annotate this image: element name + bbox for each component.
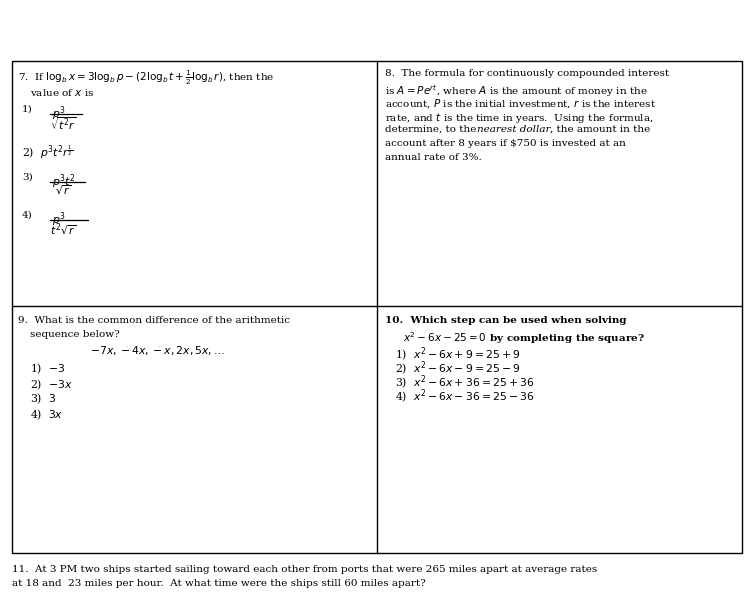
Text: $t^2\sqrt{r}$: $t^2\sqrt{r}$ [50, 222, 76, 238]
Text: 9.  What is the common difference of the arithmetic: 9. What is the common difference of the … [18, 316, 290, 325]
Bar [12, 61, 742, 553]
Text: $p^3$: $p^3$ [52, 104, 66, 123]
Text: rate, and $t$ is the time in years.  Using the formula,: rate, and $t$ is the time in years. Usin… [385, 111, 654, 125]
Text: 11.  At 3 PM two ships started sailing toward each other from ports that were 26: 11. At 3 PM two ships started sailing to… [12, 565, 597, 574]
Text: 2)  $p^3t^2r^{\frac{1}{2}}$: 2) $p^3t^2r^{\frac{1}{2}}$ [22, 143, 73, 161]
Text: 1)  $-3$: 1) $-3$ [30, 362, 65, 376]
Text: 3)  $x^2 - 6x + 36 = 25 + 36$: 3) $x^2 - 6x + 36 = 25 + 36$ [395, 374, 535, 392]
Text: $x^2 - 6x - 25 = 0$ by completing the square?: $x^2 - 6x - 25 = 0$ by completing the sq… [403, 330, 645, 346]
Text: 2)  $-3x$: 2) $-3x$ [30, 377, 72, 392]
Text: 10.  Which step can be used when solving: 10. Which step can be used when solving [385, 316, 627, 325]
Text: sequence below?: sequence below? [30, 330, 120, 339]
Text: $\sqrt{t^2r}$: $\sqrt{t^2r}$ [50, 116, 76, 133]
Text: annual rate of 3%.: annual rate of 3%. [385, 153, 482, 162]
Text: 4): 4) [22, 211, 32, 220]
Text: 3): 3) [22, 173, 32, 182]
Text: determine, to the: determine, to the [385, 125, 480, 134]
Text: 4)  $3x$: 4) $3x$ [30, 407, 63, 422]
Text: account after 8 years if $750 is invested at an: account after 8 years if $750 is investe… [385, 139, 626, 148]
Text: 3)  $3$: 3) $3$ [30, 392, 56, 406]
Text: is $A = Pe^{rt}$, where $A$ is the amount of money in the: is $A = Pe^{rt}$, where $A$ is the amoun… [385, 83, 648, 99]
Text: 1): 1) [22, 105, 32, 114]
Text: 4)  $x^2 - 6x - 36 = 25 - 36$: 4) $x^2 - 6x - 36 = 25 - 36$ [395, 388, 535, 406]
Text: $p^3$: $p^3$ [52, 210, 66, 229]
Text: $-7x, -4x, -x, 2x, 5x, \ldots$: $-7x, -4x, -x, 2x, 5x, \ldots$ [90, 344, 225, 357]
Text: nearest dollar: nearest dollar [477, 125, 550, 134]
Text: 2)  $x^2 - 6x - 9 = 25 - 9$: 2) $x^2 - 6x - 9 = 25 - 9$ [395, 360, 521, 378]
Text: $\sqrt{r}$: $\sqrt{r}$ [55, 184, 71, 197]
Text: value of $x$ is: value of $x$ is [30, 87, 94, 98]
Text: 1)  $x^2 - 6x + 9 = 25 + 9$: 1) $x^2 - 6x + 9 = 25 + 9$ [395, 346, 521, 364]
Text: 7.  If $\log_b x = 3\log_b p - (2\log_b t + \frac{1}{2}\log_b r)$, then the: 7. If $\log_b x = 3\log_b p - (2\log_b t… [18, 69, 274, 87]
Text: , the amount in the: , the amount in the [550, 125, 650, 134]
Text: $p^3t^2$: $p^3t^2$ [52, 172, 75, 191]
Text: account, $P$ is the initial investment, $r$ is the interest: account, $P$ is the initial investment, … [385, 97, 656, 109]
Text: at 18 and  23 miles per hour.  At what time were the ships still 60 miles apart?: at 18 and 23 miles per hour. At what tim… [12, 579, 426, 588]
Text: 8.  The formula for continuously compounded interest: 8. The formula for continuously compound… [385, 69, 669, 78]
